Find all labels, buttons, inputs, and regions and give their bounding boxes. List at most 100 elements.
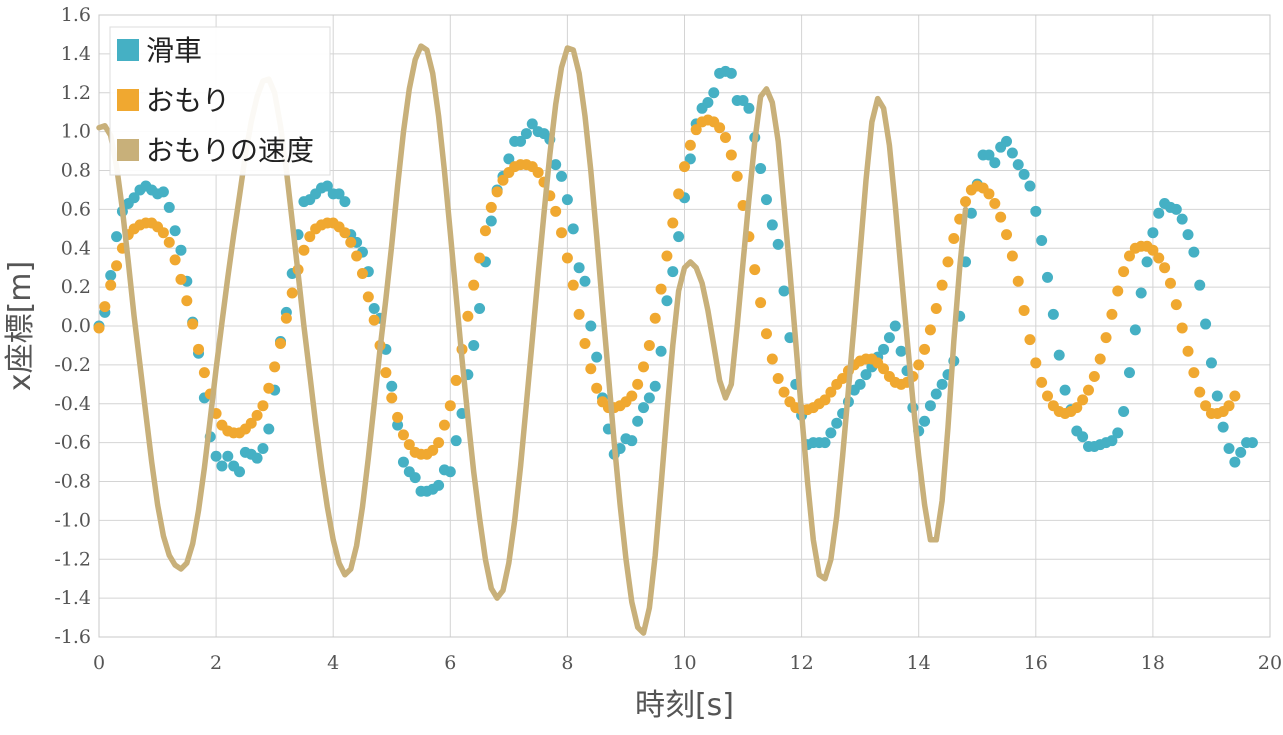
data-point bbox=[386, 380, 398, 392]
data-point bbox=[245, 417, 257, 429]
legend-label: おもりの速度 bbox=[146, 134, 314, 167]
data-point bbox=[1194, 279, 1206, 291]
data-point bbox=[714, 122, 726, 134]
data-point bbox=[298, 244, 310, 256]
data-point bbox=[1001, 229, 1013, 241]
y-tick-label: -1.0 bbox=[54, 509, 91, 531]
data-point bbox=[345, 236, 357, 248]
data-point bbox=[1030, 357, 1042, 369]
data-point bbox=[948, 233, 960, 245]
data-point bbox=[450, 435, 462, 447]
data-point bbox=[819, 437, 831, 449]
x-tick-label: 6 bbox=[444, 652, 456, 674]
data-point bbox=[878, 363, 890, 375]
y-tick-label: 0.0 bbox=[61, 315, 91, 337]
data-point bbox=[1170, 203, 1182, 215]
data-point bbox=[1024, 334, 1036, 346]
data-point bbox=[550, 159, 562, 171]
data-point bbox=[1176, 213, 1188, 225]
data-point bbox=[679, 161, 690, 173]
data-point bbox=[579, 337, 591, 349]
data-point bbox=[573, 262, 585, 274]
y-tick-label: 0.8 bbox=[61, 160, 91, 182]
data-point bbox=[251, 452, 263, 464]
data-point bbox=[585, 320, 597, 332]
data-point bbox=[275, 337, 287, 349]
data-point bbox=[198, 367, 210, 379]
data-point bbox=[719, 131, 731, 143]
data-point bbox=[105, 279, 117, 291]
data-point bbox=[257, 442, 269, 454]
data-point bbox=[632, 378, 644, 390]
data-point bbox=[778, 386, 790, 398]
data-point bbox=[433, 479, 445, 491]
data-point bbox=[1082, 384, 1094, 396]
data-point bbox=[1047, 308, 1059, 320]
data-point bbox=[263, 382, 275, 394]
data-point bbox=[889, 320, 901, 332]
data-point bbox=[1118, 266, 1130, 278]
data-point bbox=[760, 328, 772, 340]
data-point bbox=[585, 363, 597, 375]
data-point bbox=[479, 225, 491, 237]
data-point bbox=[163, 236, 175, 248]
data-point bbox=[163, 201, 175, 213]
x-axis-title: 時刻[s] bbox=[635, 688, 734, 723]
x-tick-label: 10 bbox=[672, 652, 696, 674]
data-point bbox=[1211, 390, 1223, 402]
y-tick-label: 1.4 bbox=[61, 43, 91, 65]
data-point bbox=[1153, 207, 1165, 219]
data-point bbox=[362, 291, 374, 303]
data-point bbox=[339, 227, 351, 239]
data-point bbox=[1012, 159, 1024, 171]
data-point bbox=[960, 196, 972, 208]
data-point bbox=[397, 429, 409, 441]
data-point bbox=[1123, 367, 1135, 379]
data-point bbox=[433, 437, 445, 449]
data-point bbox=[1200, 318, 1212, 330]
data-point bbox=[1123, 250, 1135, 262]
data-point bbox=[304, 231, 316, 243]
data-point bbox=[321, 180, 333, 192]
data-point bbox=[1229, 390, 1241, 402]
data-point bbox=[743, 102, 755, 114]
data-point bbox=[474, 303, 486, 315]
data-point bbox=[1006, 250, 1018, 262]
data-point bbox=[989, 157, 1001, 169]
y-tick-label: 1.2 bbox=[61, 82, 91, 104]
data-point bbox=[965, 207, 977, 219]
data-point bbox=[210, 450, 222, 462]
data-point bbox=[462, 310, 474, 322]
data-point bbox=[1006, 147, 1018, 159]
data-point bbox=[1176, 322, 1188, 334]
data-point bbox=[1223, 442, 1235, 454]
data-point bbox=[438, 419, 450, 431]
data-point bbox=[485, 215, 497, 227]
data-point bbox=[567, 223, 579, 235]
data-point bbox=[883, 332, 895, 344]
data-point bbox=[766, 219, 778, 231]
data-point bbox=[667, 266, 679, 278]
data-point bbox=[661, 250, 673, 262]
data-point bbox=[936, 279, 948, 291]
data-point bbox=[515, 135, 527, 147]
y-tick-label: 0.2 bbox=[61, 276, 91, 298]
data-point bbox=[1153, 252, 1165, 264]
y-tick-label: -1.6 bbox=[54, 626, 91, 648]
data-point bbox=[286, 287, 298, 299]
data-point bbox=[491, 186, 503, 198]
data-point bbox=[339, 196, 351, 208]
x-tick-label: 18 bbox=[1141, 652, 1165, 674]
data-point bbox=[368, 314, 380, 326]
y-tick-label: -0.4 bbox=[54, 393, 91, 415]
y-tick-label: 0.4 bbox=[61, 237, 91, 259]
data-point bbox=[1036, 376, 1048, 388]
data-point bbox=[755, 297, 767, 309]
data-point bbox=[1129, 324, 1141, 336]
data-point bbox=[550, 205, 562, 217]
data-point bbox=[269, 361, 281, 373]
data-point bbox=[497, 174, 509, 186]
data-point bbox=[591, 382, 603, 394]
data-point bbox=[643, 339, 655, 351]
data-point bbox=[649, 312, 661, 324]
